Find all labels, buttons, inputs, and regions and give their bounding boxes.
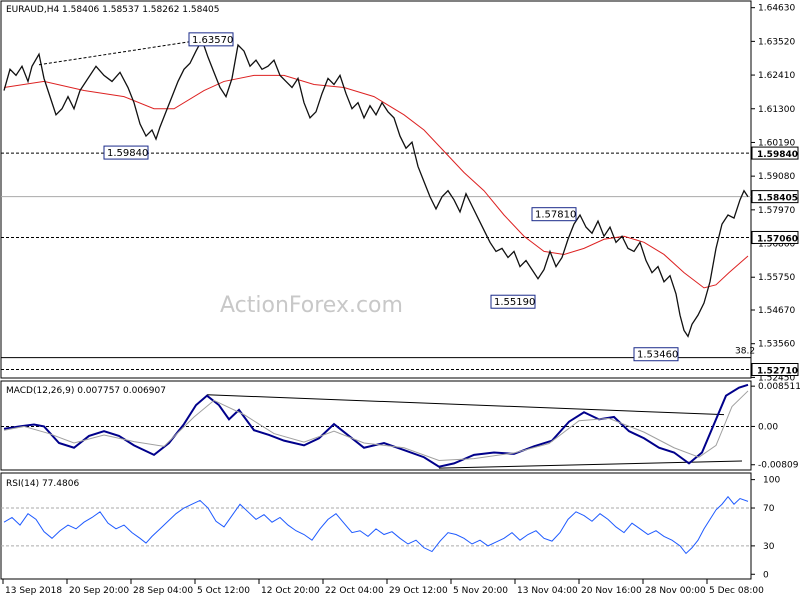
macd-tick-label: 0.008511: [758, 382, 800, 392]
level-box: [751, 146, 799, 160]
time-tick-label: 29 Oct 12:00: [389, 586, 448, 596]
level-label: 1.59840: [757, 150, 798, 160]
main-panel-frame: [0, 0, 752, 379]
rsi-tick-label: 70: [763, 504, 775, 514]
price-tick-label: 1.63520: [758, 37, 795, 47]
price-axis: 1.64630 1.63520 1.62410 1.61300 1.60190 1.590…: [751, 4, 795, 383]
macd-axis: 0.008511 0.00 -0.00809: [751, 382, 800, 471]
rsi-levels: [1, 507, 751, 547]
time-tick-label: 28 Sep 04:00: [133, 586, 193, 596]
level-label: 1.57060: [757, 234, 798, 244]
time-tick-label: 5 Dec 08:00: [709, 586, 764, 596]
price-tick-label: 1.60190: [758, 138, 795, 148]
price-axis-boxes: 1.59840 1.57060 1.52710 1.58405: [751, 146, 799, 377]
time-tick-label: 13 Nov 04:00: [517, 586, 578, 596]
rsi-axis: 100 70 30 0: [751, 476, 780, 580]
price-tick-label: 1.56860: [758, 240, 795, 250]
macd-series: [3, 383, 749, 468]
annotation-label: 1.57810: [535, 210, 576, 221]
signal-line: [3, 390, 749, 462]
level-box: [751, 230, 799, 244]
macd-tick-label: 0.00: [758, 422, 778, 432]
annotation-box: [633, 347, 679, 362]
rsi-tick-label: 100: [763, 476, 780, 486]
price-tick-label: 1.53560: [758, 340, 795, 350]
time-tick-label: 28 Nov 00:00: [645, 586, 706, 596]
moving-average-line: [3, 74, 749, 289]
rsi-panel: RSI(14) 77.4806 100 70 30 0: [0, 472, 780, 580]
macd-trendline: [206, 394, 725, 416]
watermark-text: ActionForex.com: [220, 293, 403, 318]
rsi-tick-label: 30: [763, 542, 775, 552]
upper-trendline: [38, 39, 203, 66]
price-tick-label: 1.62410: [758, 71, 795, 81]
time-axis: 13 Sep 2018 20 Sep 20:00 28 Sep 04:00 5 Oct…: [2, 579, 764, 596]
macd-line: [3, 383, 749, 468]
main-price-panel: ActionForex.com 1.63570 1.59840 1.57810 1.5…: [0, 0, 799, 383]
rsi-title: RSI(14) 77.4806: [6, 479, 79, 489]
annotation-box: [531, 207, 577, 222]
time-tick-label: 20 Nov 16:00: [581, 586, 642, 596]
macd-panel: MACD(12,26,9) 0.007757 0.006907 0.008511…: [0, 380, 800, 471]
annotation-box: [103, 145, 149, 160]
macd-title: MACD(12,26,9) 0.007757 0.006907: [6, 386, 166, 396]
time-tick-label: 5 Nov 20:00: [453, 586, 508, 596]
annotation-label: 1.53460: [637, 350, 678, 361]
rsi-panel-frame: [0, 472, 752, 580]
macd-tick-label: -0.00809: [758, 461, 799, 471]
macd-trendline: [438, 460, 743, 469]
level-box: [751, 363, 799, 377]
macd-panel-frame: [0, 380, 752, 471]
rsi-tick-label: 0: [763, 570, 769, 580]
annotation-box: [490, 294, 536, 309]
annotation-box: [188, 32, 234, 47]
macd-trendlines: [206, 394, 743, 469]
price-tick-label: 1.64630: [758, 4, 795, 14]
time-tick-label: 13 Sep 2018: [5, 586, 62, 596]
price-annotations: 1.63570 1.59840 1.57810 1.55190 1.53460: [103, 32, 679, 362]
time-tick-label: 20 Sep 20:00: [69, 586, 129, 596]
horizontal-levels: [1, 152, 751, 371]
fib-label: 38.2: [735, 347, 755, 357]
rsi-line: [3, 495, 749, 555]
price-tick-label: 1.57970: [758, 206, 795, 216]
price-tick-label: 1.59080: [758, 172, 795, 182]
annotation-label: 1.55190: [494, 297, 535, 308]
time-tick-label: 22 Oct 04:00: [325, 586, 384, 596]
price-tick-label: 1.52450: [758, 373, 795, 383]
price-tick-label: 1.61300: [758, 105, 795, 115]
annotation-label: 1.63570: [192, 35, 233, 46]
price-tick-label: 1.54670: [758, 306, 795, 316]
symbol-header: EURAUD,H4 1.58406 1.58537 1.58262 1.5840…: [6, 5, 220, 15]
time-tick-label: 12 Oct 20:00: [261, 586, 320, 596]
price-bars-line: [3, 38, 749, 338]
price-tick-label: 1.55750: [758, 273, 795, 283]
current-price-box: [751, 190, 799, 204]
current-price-label: 1.58405: [757, 194, 798, 204]
annotation-label: 1.59840: [107, 148, 148, 159]
level-label: 1.52710: [757, 367, 798, 377]
rsi-series: [3, 495, 749, 555]
time-tick-label: 5 Oct 12:00: [197, 586, 250, 596]
